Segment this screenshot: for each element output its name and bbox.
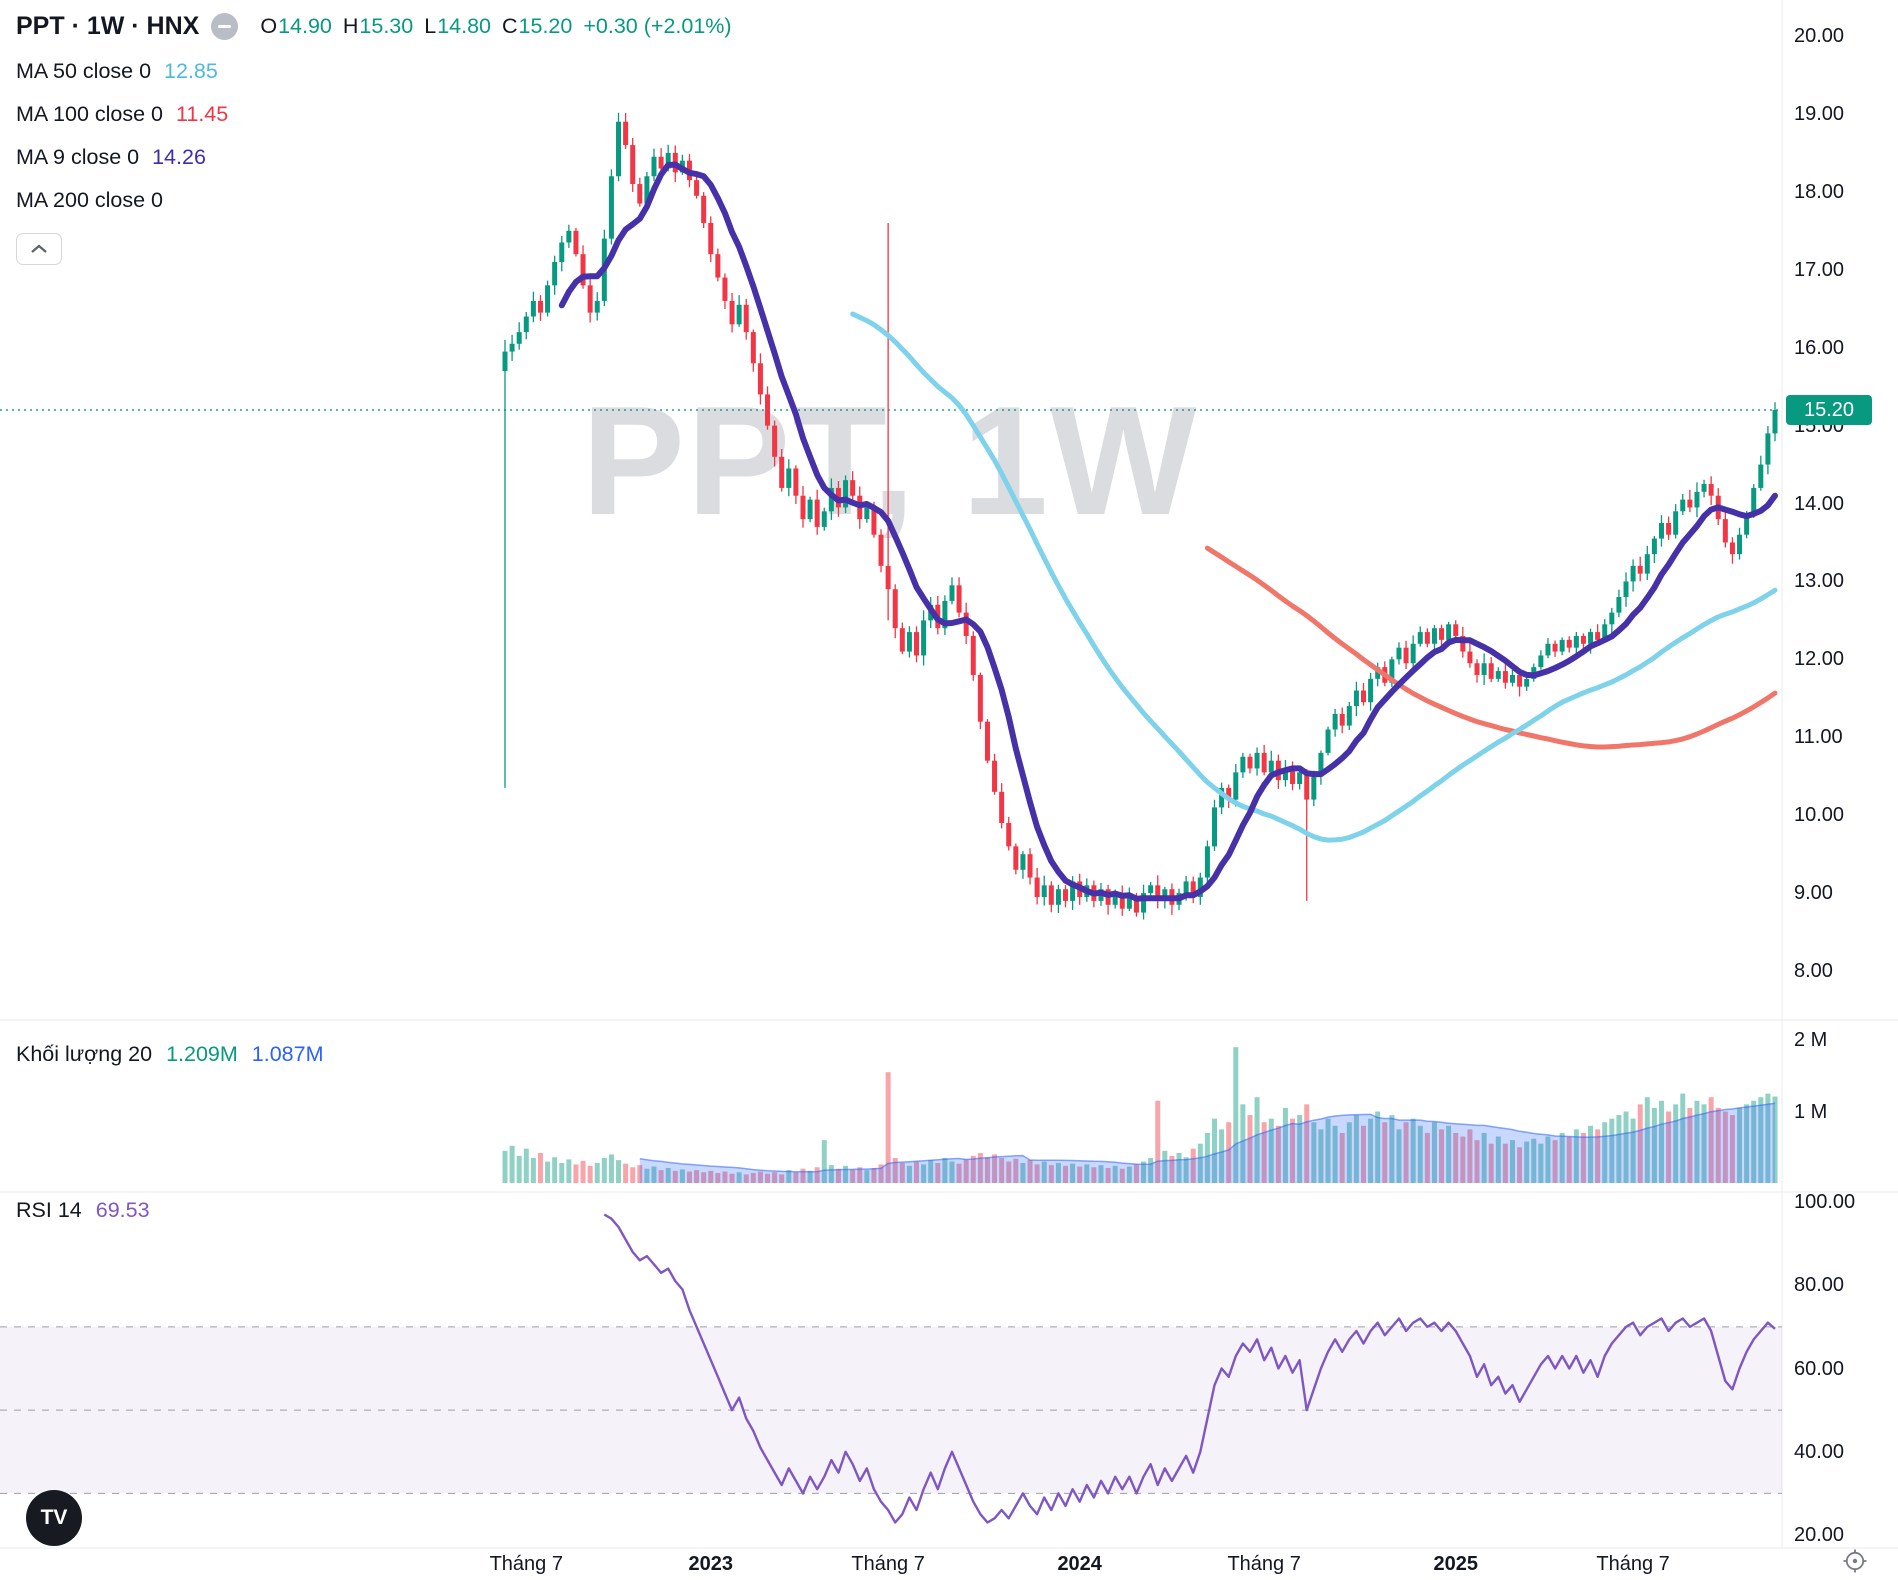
- high-label: H: [342, 14, 359, 38]
- price-axis-label: 14.00: [1794, 492, 1845, 515]
- volume-legend-label: Khối lượng 20: [16, 1042, 153, 1066]
- price-axis-label: 8.00: [1794, 960, 1833, 983]
- chart-settings-icon[interactable]: [1842, 1548, 1868, 1579]
- low-label: L: [424, 14, 437, 38]
- high-number: 15.30: [359, 14, 414, 38]
- symbol-title[interactable]: PPT · 1W · HNX: [16, 12, 200, 40]
- rsi-axis-label: 60.00: [1794, 1357, 1845, 1380]
- price-scale[interactable]: [1782, 0, 1898, 1548]
- rsi-axis-label: 40.00: [1794, 1440, 1845, 1463]
- open-number: 14.90: [278, 14, 332, 38]
- rsi-axis-label: 100.00: [1794, 1191, 1856, 1213]
- tradingview-logo-glyph: TV: [40, 1506, 68, 1529]
- price-axis-label: 18.00: [1794, 180, 1845, 203]
- price-axis-label: 12.00: [1794, 648, 1845, 671]
- time-axis-label: Tháng 7: [1227, 1553, 1301, 1575]
- last-price-badge[interactable]: 15.20: [1786, 395, 1872, 426]
- volume-legend[interactable]: Khối lượng 20 1.209M 1.087M: [16, 1042, 324, 1067]
- rsi-value: 69.53: [95, 1198, 150, 1222]
- price-axis-label: 13.00: [1794, 570, 1845, 593]
- ohlc-values: O 14.90 H 15.30 L 14.80 C 15.20 +0.30 (+2.01…: [260, 14, 731, 39]
- close-number: 15.20: [518, 14, 573, 38]
- indicator-value: 14.26: [152, 145, 206, 169]
- symbol-header-row: PPT · 1W · HNX O 14.90 H 15.30 L 14.80 C 15.…: [16, 12, 732, 41]
- price-axis-label: 10.00: [1794, 804, 1845, 827]
- time-axis-label: 2025: [1433, 1553, 1478, 1575]
- rsi-axis-label: 80.00: [1794, 1274, 1845, 1297]
- price-axis-label: 11.00: [1794, 726, 1843, 749]
- volume-axis-label: 1 M: [1794, 1100, 1828, 1123]
- chevron-up-icon: [31, 244, 47, 253]
- rsi-axis-label: 20.00: [1794, 1524, 1845, 1546]
- time-axis-label: 2024: [1057, 1553, 1102, 1575]
- price-axis-label: 20.00: [1794, 25, 1845, 47]
- price-axis-label: 16.00: [1794, 336, 1845, 359]
- minus-icon: [218, 25, 232, 28]
- indicator-label: MA 9 close 0: [16, 145, 140, 169]
- price-axis-label: 17.00: [1794, 258, 1845, 281]
- volume-ma-value: 1.087M: [251, 1042, 324, 1066]
- time-axis-label: 2023: [688, 1553, 734, 1575]
- indicator-label: MA 200 close 0: [16, 188, 164, 212]
- collapse-indicators-button[interactable]: [16, 233, 62, 265]
- price-axis-label: 9.00: [1794, 882, 1833, 905]
- indicator-value: 11.45: [176, 102, 229, 126]
- indicator-ma9[interactable]: MA 9 close 0 14.26: [16, 145, 732, 170]
- indicator-ma50[interactable]: MA 50 close 0 12.85: [16, 59, 732, 84]
- time-axis-label: Tháng 7: [489, 1553, 563, 1575]
- high-value: H 15.30: [343, 14, 413, 39]
- change-value: +0.30 (+2.01%): [583, 14, 732, 38]
- volume-value: 1.209M: [166, 1042, 238, 1066]
- indicator-ma100[interactable]: MA 100 close 0 11.45: [16, 102, 732, 127]
- time-axis-label: Tháng 7: [1596, 1553, 1670, 1575]
- open-label: O: [260, 14, 278, 38]
- open-value: O 14.90: [260, 14, 332, 39]
- indicator-value: 12.85: [164, 59, 218, 83]
- indicator-label: MA 50 close 0: [16, 59, 152, 83]
- rsi-legend[interactable]: RSI 14 69.53: [16, 1198, 150, 1223]
- indicator-label: MA 100 close 0: [16, 102, 164, 126]
- time-axis-label: Tháng 7: [851, 1553, 925, 1575]
- low-value: L 14.80: [424, 14, 491, 39]
- close-value: C 15.20: [502, 14, 572, 39]
- volume-axis-label: 2 M: [1794, 1029, 1828, 1051]
- symbol-logo-icon[interactable]: [211, 13, 239, 40]
- tradingview-logo[interactable]: TV: [26, 1490, 82, 1546]
- close-label: C: [502, 14, 518, 38]
- rsi-legend-label: RSI 14: [16, 1198, 82, 1222]
- low-number: 14.80: [437, 14, 492, 38]
- indicator-ma200[interactable]: MA 200 close 0: [16, 188, 732, 213]
- price-axis-label: 19.00: [1794, 102, 1845, 125]
- chart-legend: PPT · 1W · HNX O 14.90 H 15.30 L 14.80 C 15.…: [16, 12, 732, 265]
